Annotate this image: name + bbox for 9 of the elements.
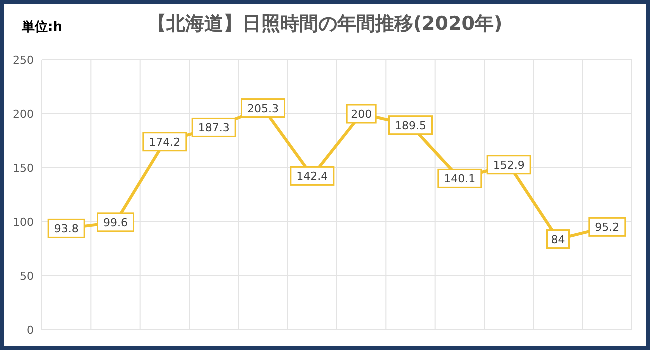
y-tick-label: 100 <box>13 216 34 229</box>
chart-title: 【北海道】日照時間の年間推移(2020年) <box>147 13 503 35</box>
y-tick-label: 150 <box>13 162 34 175</box>
y-tick-label: 250 <box>13 54 34 67</box>
chart-subtitle: 単位:h <box>21 20 62 35</box>
data-label: 84 <box>551 233 566 246</box>
y-tick-label: 50 <box>20 270 34 283</box>
y-tick-label: 0 <box>27 324 34 337</box>
y-tick-label: 200 <box>13 108 34 121</box>
